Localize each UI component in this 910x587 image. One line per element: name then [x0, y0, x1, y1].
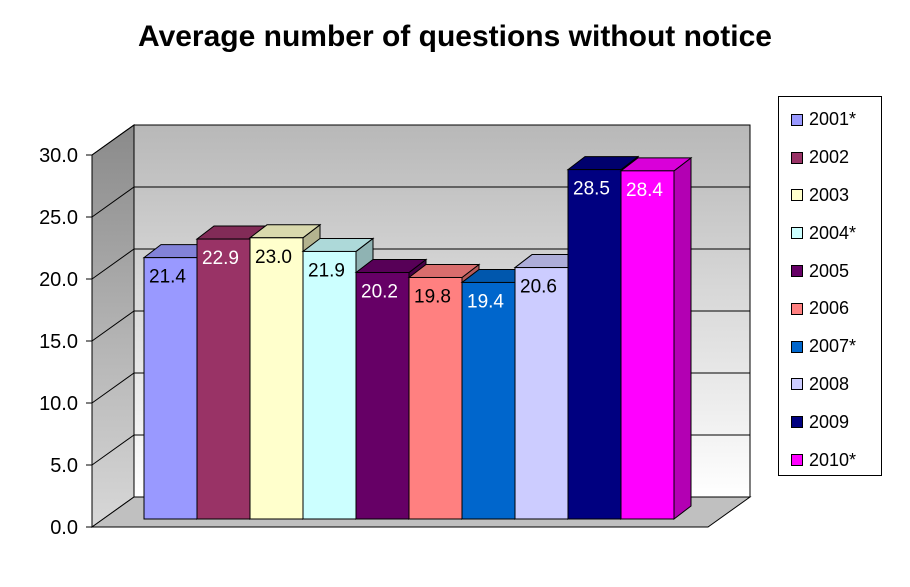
data-label: 21.9	[308, 260, 345, 281]
legend-swatch	[791, 454, 803, 467]
legend-label: 2002	[809, 147, 850, 168]
data-label: 20.6	[520, 277, 557, 298]
legend-label: 2009	[809, 411, 850, 432]
y-tick-label: 0.0	[50, 517, 78, 539]
legend-swatch	[791, 151, 803, 164]
legend: 2001* 2002 2003 2004* 2005 2006 2007* 2008 2009 2…	[778, 96, 882, 476]
data-label: 20.2	[361, 282, 398, 303]
legend-swatch	[791, 416, 803, 429]
y-tick-label: 25.0	[39, 207, 78, 229]
data-label: 21.4	[149, 267, 186, 288]
gridline	[91, 248, 750, 280]
data-label: 23.0	[255, 247, 292, 268]
legend-label: 2007*	[809, 336, 857, 357]
y-tick-label: 30.0	[39, 145, 78, 167]
y-axis-ticks: 0.0 5.0 10.0 15.0 20.0 25.0 30.0	[39, 145, 93, 539]
legend-label: 2008	[809, 373, 850, 394]
data-label: 28.4	[626, 180, 663, 201]
legend-label: 2001*	[809, 109, 857, 130]
gridline	[91, 124, 750, 156]
gridline	[91, 186, 750, 218]
chart-title: Average number of questions without noti…	[138, 20, 772, 53]
legend-swatch	[791, 113, 803, 126]
legend-label: 2010*	[809, 449, 857, 470]
legend-swatch	[791, 378, 803, 391]
y-tick-label: 20.0	[39, 269, 78, 291]
legend-item: 2009	[779, 403, 881, 441]
legend-swatch	[791, 340, 803, 353]
legend-item: 2003	[779, 177, 881, 215]
data-labels: 21.4 22.9 23.0 21.9 20.2 19.8 19.4 20.6 28.5 28.4	[149, 179, 663, 313]
legend-label: 2003	[809, 184, 850, 205]
legend-item: 2006	[779, 290, 881, 328]
y-tick-label: 10.0	[39, 393, 78, 415]
legend-swatch	[791, 302, 803, 315]
legend-swatch	[791, 227, 803, 240]
data-label: 19.4	[467, 291, 504, 312]
data-label: 22.9	[202, 248, 239, 269]
legend-label: 2006	[809, 298, 850, 319]
y-tick-label: 15.0	[39, 331, 78, 353]
y-tick-label: 5.0	[50, 455, 78, 477]
data-label: 28.5	[573, 179, 610, 200]
legend-item: 2005	[779, 252, 881, 290]
legend-swatch	[791, 265, 803, 278]
legend-label: 2005	[809, 260, 850, 281]
legend-swatch	[791, 189, 803, 202]
legend-item: 2004*	[779, 214, 881, 252]
legend-item: 2010*	[779, 441, 881, 479]
bar-2010-star	[619, 156, 693, 521]
legend-item: 2008	[779, 366, 881, 404]
legend-item: 2001*	[779, 101, 881, 139]
legend-item: 2007*	[779, 328, 881, 366]
bars	[142, 155, 693, 521]
data-label: 19.8	[414, 286, 451, 307]
legend-label: 2004*	[809, 222, 857, 243]
legend-item: 2002	[779, 139, 881, 177]
